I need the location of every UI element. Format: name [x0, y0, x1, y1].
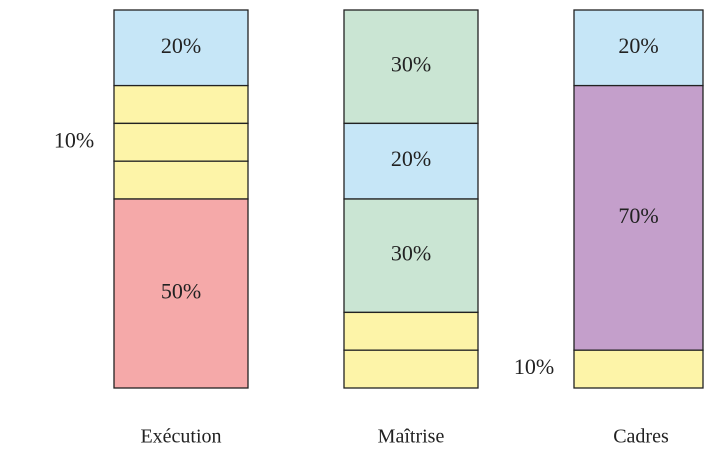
- bar-segment: [573, 9, 704, 87]
- segment-label: 20%: [618, 33, 658, 58]
- category-label: Exécution: [140, 426, 221, 445]
- bar-segment: [343, 122, 479, 200]
- segment-label: 10%: [54, 127, 94, 152]
- bar-segment: [113, 198, 249, 389]
- segment-label: 20%: [391, 146, 431, 171]
- bar-segment: [113, 122, 249, 162]
- bar-segment: [343, 349, 479, 389]
- segment-label: 30%: [391, 52, 431, 77]
- bar-segment: [343, 311, 479, 351]
- bar-segment: [113, 9, 249, 87]
- bar-segment: [113, 160, 249, 200]
- segment-label: 10%: [514, 354, 554, 379]
- bar-segment: [343, 9, 479, 125]
- segment-label: 50%: [161, 279, 201, 304]
- bar-segment: [343, 198, 479, 314]
- segment-label: 20%: [161, 33, 201, 58]
- segment-label: 70%: [618, 203, 658, 228]
- category-label: Cadres: [613, 426, 669, 445]
- bar-segment: [573, 349, 704, 389]
- category-label: Maîtrise: [378, 426, 445, 445]
- bar-segment: [113, 84, 249, 125]
- segment-label: 30%: [391, 241, 431, 266]
